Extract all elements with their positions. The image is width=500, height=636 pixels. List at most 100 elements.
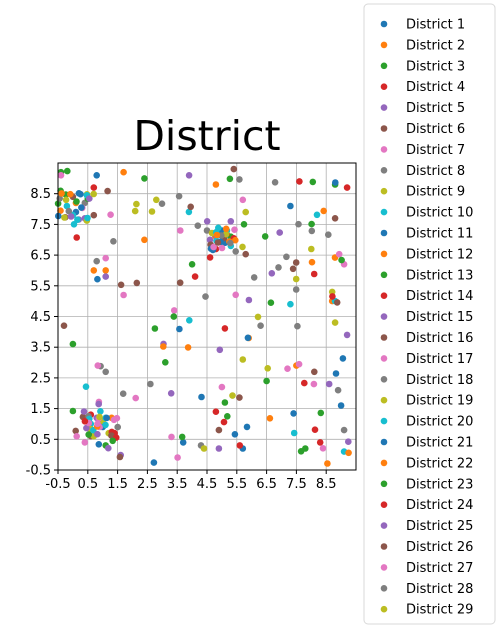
cluster-point-bottom-left bbox=[94, 420, 101, 428]
scatter-point bbox=[170, 313, 178, 320]
legend-label: District 12 bbox=[406, 247, 473, 262]
scatter-point bbox=[162, 359, 169, 366]
scatter-point bbox=[289, 265, 297, 273]
axes-layer: -0.5 0.5 1.5 2.5 3.5 4.5 5.5 6.5 7.5 8.5 -0.5 0.5 1.… bbox=[26, 162, 357, 492]
scatter-point bbox=[90, 190, 97, 198]
point-district-10-0 bbox=[63, 202, 71, 210]
scatter-point bbox=[267, 299, 275, 307]
scatter-point bbox=[150, 459, 158, 466]
scatter-point bbox=[175, 192, 183, 200]
scatter-point bbox=[317, 409, 325, 417]
scatter-point bbox=[261, 233, 269, 240]
legend-marker bbox=[380, 20, 388, 28]
cluster-point-bottom-left bbox=[110, 416, 118, 424]
cluster-point-bottom-left bbox=[103, 414, 110, 422]
scatter-point bbox=[73, 234, 80, 241]
y-tick-label: 2.5 bbox=[30, 371, 51, 386]
scatter-point bbox=[266, 415, 274, 422]
scatter-point bbox=[110, 238, 117, 245]
scatter-point bbox=[109, 437, 116, 445]
point-district-5-6 bbox=[167, 390, 175, 397]
cluster-point-bottom-left bbox=[69, 407, 77, 415]
legend-label: District 28 bbox=[406, 582, 473, 597]
scatter-point bbox=[178, 433, 186, 441]
scatter-point bbox=[206, 254, 214, 261]
scatter-point bbox=[283, 253, 290, 261]
scatter-point bbox=[216, 346, 224, 354]
cluster-point-top-left bbox=[62, 196, 70, 204]
scatter-point bbox=[158, 200, 166, 207]
point-district-9-1 bbox=[242, 208, 249, 216]
y-tick-label: 5.5 bbox=[30, 279, 51, 294]
legend-marker bbox=[380, 334, 388, 341]
scatter-point bbox=[198, 393, 205, 401]
point-district-7-1 bbox=[120, 291, 127, 299]
point-district-5-7 bbox=[325, 380, 333, 388]
cluster-point-center bbox=[222, 225, 230, 233]
scatter-point bbox=[294, 322, 301, 330]
scatter-point bbox=[151, 325, 159, 332]
scatter-point bbox=[335, 250, 343, 258]
point-district-7-8 bbox=[81, 439, 89, 446]
legend-marker bbox=[380, 585, 388, 592]
scatter-point bbox=[311, 426, 319, 434]
x-tick-label: 8.5 bbox=[316, 477, 337, 492]
point-district-8-5 bbox=[257, 322, 264, 330]
cluster-point-top-left bbox=[77, 190, 84, 198]
legend-marker bbox=[380, 605, 388, 613]
point-district-6-2 bbox=[176, 279, 184, 287]
cluster-point-top-left bbox=[65, 207, 73, 215]
scatter-point bbox=[268, 270, 276, 277]
legend-marker bbox=[380, 376, 388, 383]
point-district-7-2 bbox=[239, 196, 247, 204]
cluster-point-center bbox=[231, 226, 238, 233]
scatter-point bbox=[213, 231, 221, 239]
cluster-point-bottom-left bbox=[97, 408, 104, 415]
scatter-point bbox=[239, 243, 246, 251]
scatter-point bbox=[105, 444, 112, 452]
scatter-point bbox=[73, 433, 80, 440]
cluster-point-bottom-left bbox=[94, 430, 101, 438]
scatter-point bbox=[214, 239, 222, 246]
point-district-4-5 bbox=[296, 178, 303, 185]
point-district-9-5 bbox=[200, 445, 208, 452]
legend-label: District 4 bbox=[406, 80, 465, 95]
scatter-point bbox=[94, 362, 102, 369]
scatter-point bbox=[174, 454, 181, 461]
legend-label: District 6 bbox=[406, 122, 465, 137]
legend-marker bbox=[380, 229, 388, 237]
legend-label: District 7 bbox=[406, 143, 465, 158]
scatter-point bbox=[220, 418, 228, 426]
legend-label: District 8 bbox=[406, 164, 465, 179]
scatter-point bbox=[203, 218, 211, 225]
x-tick-label: -0.5 bbox=[45, 477, 70, 492]
cluster-point-bottom-left bbox=[72, 427, 79, 435]
point-district-8-2 bbox=[275, 264, 282, 271]
point-district-4-4 bbox=[236, 442, 244, 449]
scatter-point bbox=[310, 270, 318, 278]
scatter-point bbox=[244, 334, 252, 342]
scatter-point bbox=[94, 275, 101, 283]
points-layer bbox=[54, 165, 352, 467]
cluster-point-top-left bbox=[67, 190, 74, 198]
point-district-1-8 bbox=[287, 202, 294, 210]
legend-label: District 15 bbox=[406, 310, 473, 325]
scatter-point bbox=[332, 179, 339, 186]
point-district-5-8 bbox=[206, 236, 214, 244]
scatter-point bbox=[131, 207, 139, 215]
x-tick-label: 0.5 bbox=[77, 477, 98, 492]
scatter-point bbox=[310, 380, 318, 388]
legend-label: District 29 bbox=[406, 603, 473, 618]
legend-label: District 2 bbox=[406, 38, 465, 53]
legend-marker bbox=[380, 313, 388, 320]
point-district-2-0 bbox=[90, 267, 98, 274]
legend-marker bbox=[380, 250, 388, 258]
legend-label: District 26 bbox=[406, 540, 473, 555]
point-district-2-1 bbox=[120, 168, 127, 176]
cluster-point-bottom-left bbox=[96, 413, 103, 421]
cluster-point-center bbox=[210, 243, 217, 251]
cluster-point-top-left bbox=[74, 216, 81, 223]
scatter-point bbox=[332, 370, 340, 377]
point-district-2-4 bbox=[141, 236, 148, 244]
scatter-point bbox=[184, 344, 192, 351]
